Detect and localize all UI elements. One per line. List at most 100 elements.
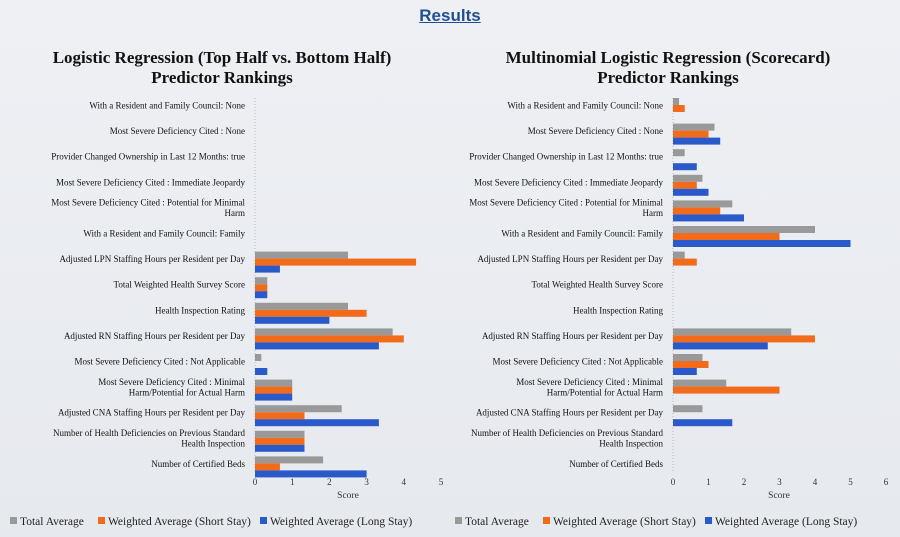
bar	[255, 437, 305, 445]
bar	[255, 430, 305, 438]
bar	[255, 379, 293, 387]
legend: Total Average Weighted Average (Short Sta…	[455, 516, 857, 528]
chart-title-line: Predictor Rankings	[597, 68, 739, 87]
category-label: Health Inspection Rating	[155, 305, 245, 315]
category-label: With a Resident and Family Council: None	[507, 101, 663, 111]
bar	[255, 258, 417, 266]
bar	[255, 444, 305, 452]
category-label: Provider Changed Ownership in Last 12 Mo…	[469, 152, 663, 162]
legend-label: Weighted Average (Short Stay)	[108, 516, 251, 528]
bar	[255, 405, 342, 413]
bar	[255, 251, 348, 259]
category-label: With a Resident and Family Council: Fami…	[501, 229, 663, 239]
category-label: Most Severe Deficiency Cited : Immediate…	[56, 177, 245, 187]
bar	[255, 342, 379, 350]
category-label: Total Weighted Health Survey Score	[114, 280, 245, 290]
bar	[255, 393, 293, 401]
x-tick-label: 0	[253, 477, 258, 487]
legend-swatch	[10, 517, 17, 524]
x-tick-label: 2	[327, 477, 332, 487]
bar	[255, 284, 268, 292]
bar	[255, 354, 262, 361]
bar	[673, 123, 715, 131]
x-axis-label: Score	[337, 491, 359, 501]
bar	[673, 361, 709, 368]
bar	[255, 309, 367, 317]
legend-label: Weighted Average (Long Stay)	[715, 516, 857, 528]
category-label: Most Severe Deficiency Cited : None	[110, 126, 245, 136]
bar	[255, 265, 280, 273]
category-label: Adjusted RN Staffing Hours per Resident …	[482, 331, 664, 341]
category-label: Harm	[643, 208, 664, 218]
bar	[255, 456, 324, 464]
bar	[673, 354, 703, 361]
category-label: Health Inspection	[181, 439, 245, 449]
category-label: With a Resident and Family Council: None	[89, 101, 245, 111]
legend-swatch	[705, 517, 712, 524]
bar	[255, 277, 268, 285]
bar	[255, 316, 330, 324]
legend-label: Weighted Average (Long Stay)	[270, 516, 412, 528]
chart-title-line: Predictor Rankings	[151, 68, 293, 87]
bar	[673, 207, 721, 215]
category-label: Total Weighted Health Survey Score	[532, 280, 663, 290]
legend-swatch	[543, 517, 550, 524]
bar	[673, 328, 792, 336]
category-label: Most Severe Deficiency Cited : Not Appli…	[75, 357, 245, 367]
category-label: Provider Changed Ownership in Last 12 Mo…	[51, 152, 245, 162]
bar	[673, 200, 733, 208]
bar	[673, 137, 721, 145]
category-label: Most Severe Deficiency Cited : Immediate…	[474, 177, 663, 187]
category-label: With a Resident and Family Council: Fami…	[83, 229, 245, 239]
category-label: Adjusted RN Staffing Hours per Resident …	[64, 331, 246, 341]
legend-swatch	[455, 517, 462, 524]
bar	[255, 335, 404, 343]
x-tick-label: 0	[671, 477, 676, 487]
bar	[673, 240, 851, 247]
bar	[255, 302, 348, 310]
bar	[673, 368, 697, 375]
bar	[673, 335, 815, 343]
legend-swatch	[98, 517, 105, 524]
category-label: Most Severe Deficiency Cited : Minimal	[98, 377, 245, 387]
x-tick-label: 5	[439, 477, 444, 487]
bar	[255, 368, 268, 375]
legend-label: Total Average	[20, 516, 84, 528]
legend: Total Average Weighted Average (Short Sta…	[10, 516, 412, 528]
bar	[673, 163, 697, 171]
bar	[255, 328, 393, 336]
bar	[673, 233, 780, 240]
bar	[673, 149, 685, 157]
category-label: Harm/Potential for Actual Harm	[129, 387, 245, 397]
category-label: Harm	[225, 208, 246, 218]
right-chart: Multinomial Logistic Regression (Scoreca…	[469, 48, 888, 501]
category-label: Adjusted LPN Staffing Hours per Resident…	[59, 254, 245, 264]
category-label: Number of Certified Beds	[151, 459, 245, 469]
bar	[673, 419, 733, 427]
category-label: Number of Health Deficiencies on Previou…	[471, 428, 663, 438]
bar	[673, 405, 703, 413]
category-label: Adjusted CNA Staffing Hours per Resident…	[476, 408, 664, 418]
category-label: Most Severe Deficiency Cited : None	[528, 126, 663, 136]
legend-label: Weighted Average (Short Stay)	[553, 516, 696, 528]
bar	[673, 98, 680, 105]
page-title: Results	[419, 6, 481, 25]
x-tick-label: 4	[813, 477, 818, 487]
x-tick-label: 6	[884, 477, 889, 487]
x-tick-label: 2	[742, 477, 747, 487]
bar	[673, 251, 685, 259]
bar	[673, 214, 744, 222]
bar	[673, 130, 709, 138]
category-label: Most Severe Deficiency Cited : Potential…	[469, 198, 663, 208]
category-label: Most Severe Deficiency Cited : Potential…	[51, 198, 245, 208]
bar	[255, 470, 367, 478]
category-label: Health Inspection	[599, 439, 663, 449]
x-tick-label: 3	[777, 477, 782, 487]
bar	[673, 181, 697, 189]
bar	[673, 342, 768, 350]
category-label: Number of Certified Beds	[569, 459, 663, 469]
bar	[673, 188, 709, 196]
category-label: Adjusted LPN Staffing Hours per Resident…	[477, 254, 663, 264]
